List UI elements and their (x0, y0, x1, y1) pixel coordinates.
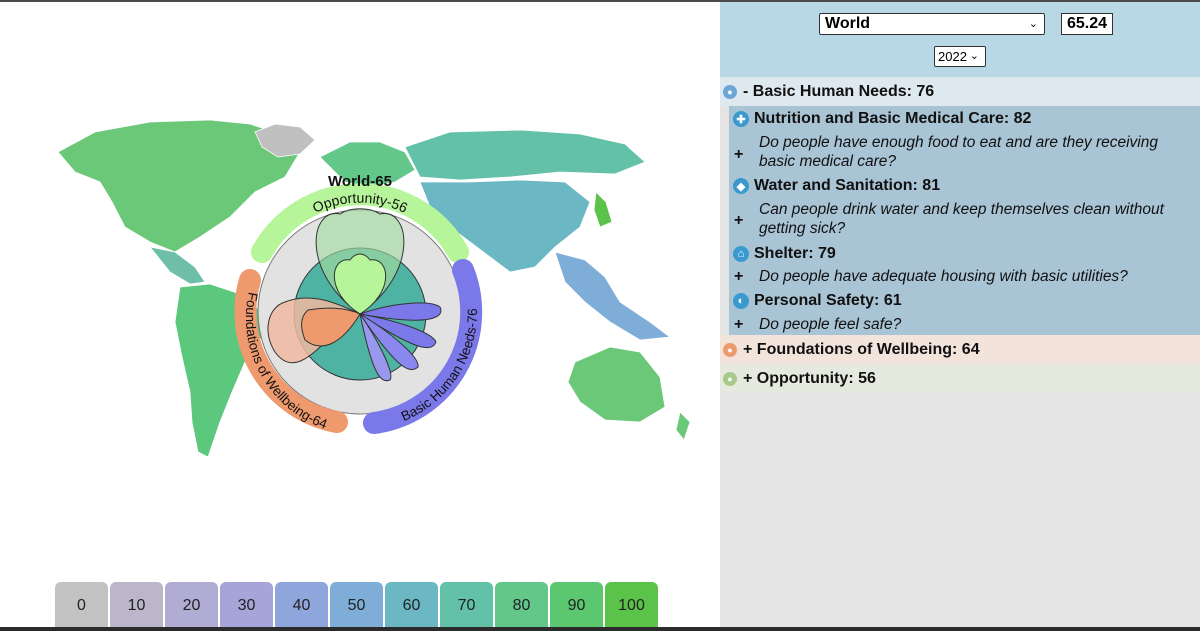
component-title: Shelter: 79 (754, 245, 836, 262)
region-select-value: World (825, 15, 871, 32)
basic-needs-petal-4[interactable] (359, 313, 392, 382)
russia-region[interactable] (404, 129, 646, 181)
dimension-opportunity[interactable]: ● + Opportunity: 56 (720, 364, 1200, 393)
new-zealand-region[interactable] (675, 411, 691, 441)
bottom-border (0, 627, 1200, 631)
component-nutrition[interactable]: ✚ Nutrition and Basic Medical Care: 82 (729, 108, 1031, 130)
basic-needs-icon: ● (723, 84, 737, 99)
component-water[interactable]: ◆ Water and Sanitation: 81 (729, 175, 940, 197)
wellbeing-icon: ● (723, 342, 737, 357)
dimension-label: + Opportunity: 56 (743, 369, 876, 387)
water-drop-icon: ◆ (733, 178, 749, 194)
north-america-region[interactable] (57, 119, 301, 253)
legend-cell: 50 (330, 582, 383, 627)
expand-button[interactable]: + (734, 316, 744, 333)
panel-header: World ⌄ 65.24 2022 ⌄ (720, 2, 1200, 77)
basic-needs-petal-3[interactable] (359, 313, 419, 371)
world-map[interactable]: World-65 Opportunity-56 Foundations of W… (0, 2, 720, 627)
legend-cell: 30 (220, 582, 273, 627)
component-personal-safety[interactable]: ◐ Personal Safety: 61 (729, 290, 902, 312)
basic-needs-arc[interactable] (363, 259, 483, 434)
shelter-icon: ⌂ (733, 246, 749, 262)
component-list: ✚ Nutrition and Basic Medical Care: 82 +… (729, 106, 1200, 335)
world-title: World-65 (328, 173, 392, 190)
expand-button[interactable]: + (734, 268, 744, 285)
year-select-value: 2022 (938, 49, 967, 64)
legend-cell: 70 (440, 582, 493, 627)
opportunity-arc[interactable] (251, 183, 469, 263)
component-question: Do people have enough food to eat and ar… (759, 134, 1158, 170)
opportunity-icon: ● (723, 371, 737, 386)
dimension-basic-human-needs[interactable]: ● - Basic Human Needs: 76 (720, 77, 1200, 106)
component-shelter[interactable]: ⌂ Shelter: 79 (729, 243, 836, 265)
expand-button[interactable]: + (734, 212, 744, 229)
expand-button[interactable]: + (734, 146, 744, 163)
legend-cell: 90 (550, 582, 603, 627)
component-question: Do people feel safe? (759, 316, 902, 333)
dimension-label: + Foundations of Wellbeing: 64 (743, 340, 980, 358)
australia-region[interactable] (567, 346, 666, 423)
component-title: Water and Sanitation: 81 (754, 177, 941, 194)
chevron-down-icon: ⌄ (1028, 18, 1038, 30)
dimension-label: - Basic Human Needs: 76 (743, 82, 935, 100)
basic-needs-petal-2[interactable] (359, 313, 437, 349)
chevron-down-icon: ⌄ (969, 50, 979, 62)
component-question: Do people have adequate housing with bas… (759, 268, 1128, 285)
foundations-arc[interactable] (234, 269, 348, 433)
legend-cell: 60 (385, 582, 438, 627)
region-select[interactable]: World ⌄ (819, 13, 1045, 35)
legend-cell: 80 (495, 582, 548, 627)
basic-needs-petal-1[interactable] (358, 302, 442, 321)
top-border (0, 0, 1200, 2)
southeast-asia-region[interactable] (554, 251, 672, 341)
component-question: Can people drink water and keep themselv… (759, 201, 1164, 237)
medical-cross-icon: ✚ (733, 111, 749, 127)
overall-score: 65.24 (1061, 13, 1113, 35)
details-panel: World ⌄ 65.24 2022 ⌄ ● - Basic Human Nee… (720, 2, 1200, 627)
greenland-region[interactable] (254, 123, 316, 158)
legend-cell: 40 (275, 582, 328, 627)
map-area[interactable]: World-65 Opportunity-56 Foundations of W… (0, 2, 720, 627)
component-title: Personal Safety: 61 (754, 292, 902, 309)
color-legend: 0 10 20 30 40 50 60 70 80 90 100 (55, 582, 660, 627)
dimension-foundations-of-wellbeing[interactable]: ● + Foundations of Wellbeing: 64 (720, 335, 1200, 364)
legend-cell: 20 (165, 582, 218, 627)
legend-cell: 0 (55, 582, 108, 627)
japan-region[interactable] (593, 191, 613, 228)
central-america-region[interactable] (149, 246, 206, 285)
shield-icon: ◐ (733, 293, 749, 309)
legend-cell: 10 (110, 582, 163, 627)
component-title: Nutrition and Basic Medical Care: 82 (754, 110, 1032, 127)
legend-cell: 100 (605, 582, 658, 627)
year-select[interactable]: 2022 ⌄ (934, 46, 986, 67)
opportunity-petal[interactable] (333, 253, 387, 315)
foundations-petal[interactable] (301, 307, 361, 347)
